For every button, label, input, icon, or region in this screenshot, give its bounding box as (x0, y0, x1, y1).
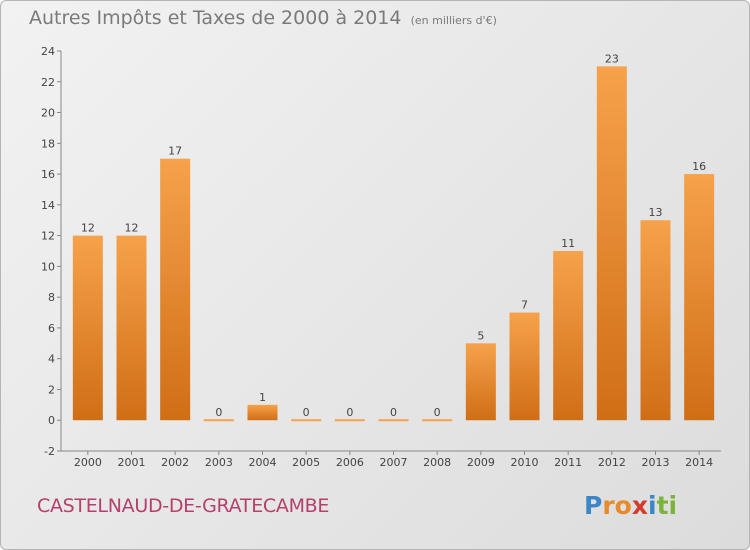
chart-bars (72, 66, 715, 422)
y-tick-label: 10 (41, 260, 55, 273)
value-label: 12 (125, 222, 139, 235)
bar (116, 235, 147, 421)
value-label: 16 (692, 160, 706, 173)
y-tick-label: 24 (41, 45, 55, 58)
bar (203, 419, 234, 422)
x-tick-label: 2012 (598, 456, 626, 469)
x-tick-label: 2005 (292, 456, 320, 469)
y-tick-label: 8 (48, 291, 55, 304)
y-tick-label: 22 (41, 76, 55, 89)
bar (553, 251, 584, 421)
proxiti-logo: Proxiti (584, 491, 677, 520)
x-tick-label: 2014 (685, 456, 713, 469)
x-tick-label: 2004 (249, 456, 277, 469)
value-label: 13 (649, 206, 663, 219)
value-label: 17 (168, 145, 182, 158)
bar (465, 343, 496, 421)
x-tick-label: 2010 (511, 456, 539, 469)
y-tick-label: 18 (41, 137, 55, 150)
x-tick-label: 2011 (554, 456, 582, 469)
x-tick-label: 2006 (336, 456, 364, 469)
logo-letter: i (668, 491, 678, 520)
bar (334, 419, 365, 422)
bar (378, 419, 409, 422)
y-tick-label: 2 (48, 383, 55, 396)
x-tick-label: 2009 (467, 456, 495, 469)
logo-letter: t (656, 491, 669, 520)
x-tick-label: 2008 (423, 456, 451, 469)
value-label: 0 (390, 406, 397, 419)
x-tick-label: 2003 (205, 456, 233, 469)
logo-letter: r (602, 491, 615, 520)
value-label: 0 (215, 406, 222, 419)
bar (509, 312, 540, 421)
value-label: 23 (605, 52, 619, 65)
value-label: 1 (259, 391, 266, 404)
value-label: 0 (303, 406, 310, 419)
x-tick-label: 2001 (118, 456, 146, 469)
value-label: 5 (477, 329, 484, 342)
value-label: 7 (521, 299, 528, 312)
logo-letter: P (584, 491, 603, 520)
value-label: 0 (434, 406, 441, 419)
y-tick-label: 14 (41, 199, 55, 212)
logo-letter: o (614, 491, 632, 520)
y-tick-label: 16 (41, 168, 55, 181)
y-tick-label: 4 (48, 353, 55, 366)
bar (247, 404, 278, 421)
bar (684, 174, 715, 421)
x-tick-label: 2013 (642, 456, 670, 469)
x-tick-label: 2000 (74, 456, 102, 469)
chart-title-main: Autres Impôts et Taxes de 2000 à 2014 (29, 7, 402, 29)
bar (596, 66, 627, 421)
y-tick-label: 20 (41, 107, 55, 120)
bar (72, 235, 103, 421)
x-tick-label: 2002 (161, 456, 189, 469)
chart-value-labels: 12 12 17 0 1 0 0 0 0 5 7 11 23 13 16 (81, 52, 706, 419)
y-tick-label: 0 (48, 414, 55, 427)
value-label: 12 (81, 222, 95, 235)
chart-title: Autres Impôts et Taxes de 2000 à 2014 (e… (29, 7, 497, 29)
value-label: 0 (346, 406, 353, 419)
bar (291, 419, 322, 422)
bar (422, 419, 453, 422)
commune-name: CASTELNAUD-DE-GRATECAMBE (37, 495, 330, 517)
value-label: 11 (561, 237, 575, 250)
y-tick-label: 6 (48, 322, 55, 335)
x-tick-label: 2007 (380, 456, 408, 469)
logo-letter: x (631, 491, 648, 520)
y-tick-label: -2 (44, 445, 55, 458)
chart-title-unit: (en milliers d'€) (410, 14, 497, 27)
bar (640, 220, 671, 421)
logo-letter: i (648, 491, 657, 520)
y-tick-label: 12 (41, 230, 55, 243)
bar (160, 158, 191, 421)
